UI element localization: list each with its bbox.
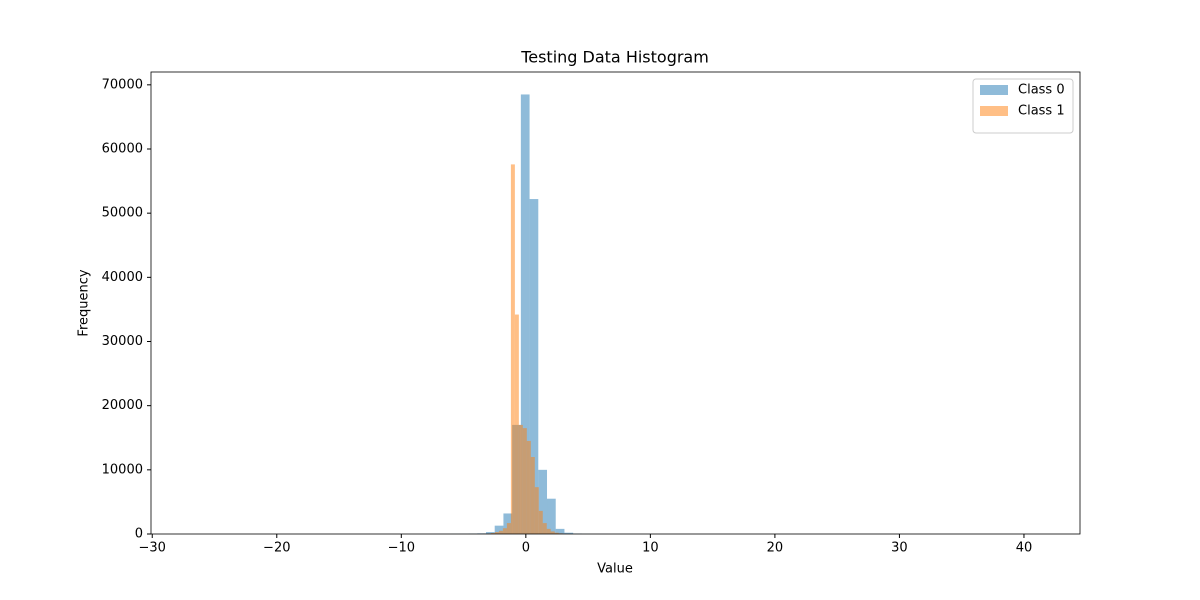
y-tick-label: 30000 [102, 334, 143, 349]
y-tick-label: 50000 [102, 206, 143, 221]
histogram-bar [506, 523, 511, 534]
histogram-bar [522, 428, 527, 534]
histogram-bar [494, 532, 499, 534]
x-tick-label: 0 [522, 541, 530, 556]
histogram-bar [494, 525, 504, 534]
x-tick-label: −20 [263, 541, 290, 556]
histogram-bar [555, 528, 565, 534]
histogram-bar [526, 440, 531, 534]
plot-frame [150, 71, 1081, 535]
x-tick-label: 30 [891, 541, 908, 556]
x-tick-label: 20 [767, 541, 784, 556]
histogram-bar [542, 523, 547, 534]
histogram-bar [550, 531, 555, 534]
y-tick-label: 0 [135, 527, 143, 542]
y-axis-label: Frequency [77, 269, 92, 336]
histogram-bar [510, 164, 515, 534]
histogram-bar [546, 528, 551, 534]
histogram-bar [538, 510, 543, 534]
histogram-bar [530, 457, 535, 534]
x-tick-label: −10 [388, 541, 415, 556]
histogram-bar [502, 528, 507, 534]
histogram-bar [529, 199, 539, 535]
y-tick-label: 70000 [102, 77, 143, 92]
histogram-bar [514, 314, 519, 534]
histogram-bar [534, 487, 539, 534]
histogram-bar [538, 469, 548, 534]
x-tick-label: 10 [642, 541, 659, 556]
histogram-bar [554, 532, 559, 534]
y-tick-label: 40000 [102, 270, 143, 285]
legend-label: Class 0 [1018, 83, 1065, 98]
histogram-bar [547, 498, 556, 534]
y-tick-label: 20000 [102, 398, 143, 413]
histogram-bar [518, 424, 523, 534]
histogram-bar [490, 533, 495, 534]
y-tick-label: 10000 [102, 462, 143, 477]
legend-swatch [980, 85, 1008, 95]
x-tick-label: −30 [139, 541, 166, 556]
legend-swatch [980, 106, 1008, 116]
histogram-bar [564, 532, 574, 534]
x-axis-label: Value [597, 562, 633, 577]
histogram-bar [520, 94, 530, 534]
legend-label: Class 1 [1018, 104, 1065, 119]
histogram-bar [485, 532, 495, 534]
y-tick-label: 60000 [102, 142, 143, 157]
chart-title: Testing Data Histogram [520, 48, 709, 67]
x-tick-label: 40 [1016, 541, 1033, 556]
histogram-bar [498, 530, 503, 534]
